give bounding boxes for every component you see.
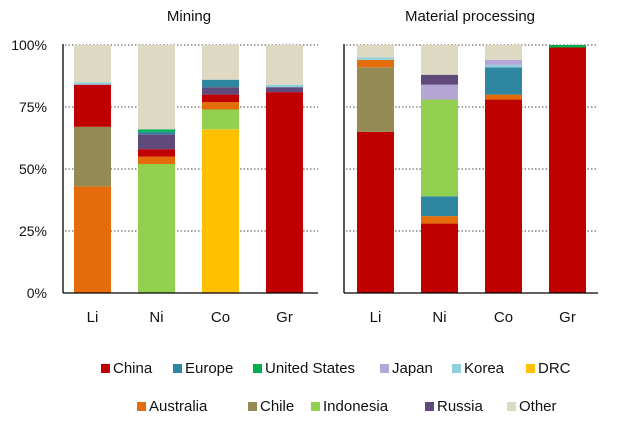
bar-segment-gr-united-states — [549, 45, 586, 48]
bar-segment-co-other — [202, 45, 239, 80]
legend-swatch — [248, 402, 257, 411]
bar-segment-gr-russia — [266, 87, 303, 93]
plots: 0% 25% 50% 75% 100% Li Ni Co Gr Li Ni Co Gr — [11, 37, 598, 326]
bar-segment-gr-korea — [266, 84, 303, 88]
bar-segment-li-other — [74, 45, 111, 83]
legend-swatch — [507, 402, 516, 411]
bar-segment-ni-united-states — [138, 129, 175, 132]
legend-label: Korea — [464, 360, 505, 377]
legend-item-europe: Europe — [173, 360, 233, 377]
legend-label: Indonesia — [323, 398, 389, 415]
x-tick-label: Gr — [276, 309, 293, 326]
legend-label: Russia — [437, 398, 484, 415]
bar-segment-co-indonesia — [202, 109, 239, 130]
y-tick-label: 50% — [19, 161, 47, 177]
legend-label: Japan — [392, 360, 433, 377]
legend-item-indonesia: Indonesia — [311, 398, 389, 415]
panel-mining: 0% 25% 50% 75% 100% Li Ni Co Gr — [11, 37, 318, 326]
legend-label: Australia — [149, 398, 208, 415]
bar-segment-co-europe — [202, 79, 239, 88]
panel-title-processing: Material processing — [405, 8, 535, 25]
x-tick-label: Co — [494, 309, 513, 326]
legend-swatch — [311, 402, 320, 411]
legend: China Europe United States Japan Korea DRC Aus… — [101, 360, 571, 415]
bar-segment-co-china — [485, 99, 522, 293]
legend-swatch — [137, 402, 146, 411]
bar-segment-ni-australia — [138, 156, 175, 165]
bar-segment-gr-china — [266, 92, 303, 294]
bar-segment-ni-japan — [421, 84, 458, 100]
bar-segment-li-china — [357, 131, 394, 293]
legend-swatch — [452, 364, 461, 373]
bar-segment-ni-other — [138, 45, 175, 130]
bar-segment-li-australia — [74, 186, 111, 293]
bar-segment-gr-china — [549, 47, 586, 294]
legend-item-chile: Chile — [248, 398, 294, 415]
bar-segment-ni-china — [138, 149, 175, 157]
x-tick-label: Gr — [559, 309, 576, 326]
legend-swatch — [380, 364, 389, 373]
legend-swatch — [526, 364, 535, 373]
legend-label: Other — [519, 398, 557, 415]
bar-segment-ni-russia — [421, 74, 458, 85]
legend-item-australia: Australia — [137, 398, 208, 415]
x-tick-label: Ni — [432, 309, 446, 326]
bar-segment-ni-china — [421, 223, 458, 293]
panel-title-mining: Mining — [167, 8, 211, 25]
bar-segment-co-europe — [485, 67, 522, 95]
bar-segment-li-chile — [74, 126, 111, 187]
bar-segment-ni-europe — [138, 131, 175, 135]
legend-label: China — [113, 360, 153, 377]
bar-segment-ni-europe — [421, 196, 458, 217]
y-tick-label: 25% — [19, 223, 47, 239]
bar-segment-li-chile — [357, 67, 394, 132]
bar-segment-co-korea — [485, 64, 522, 68]
bar-segment-ni-other — [421, 45, 458, 75]
legend-item-korea: Korea — [452, 360, 505, 377]
y-tick-label: 100% — [11, 37, 47, 53]
legend-swatch — [101, 364, 110, 373]
bar-segment-co-australia — [485, 94, 522, 100]
bar-segment-co-china — [202, 94, 239, 103]
legend-item-united-states: United States — [253, 360, 355, 377]
x-tick-label: Li — [370, 309, 382, 326]
bar-segment-li-korea — [357, 57, 394, 60]
x-tick-label: Li — [87, 309, 99, 326]
legend-item-china: China — [101, 360, 153, 377]
legend-swatch — [253, 364, 262, 373]
legend-item-other: Other — [507, 398, 557, 415]
legend-label: Europe — [185, 360, 233, 377]
legend-item-russia: Russia — [425, 398, 484, 415]
legend-label: Chile — [260, 398, 294, 415]
bar-segment-li-china — [74, 84, 111, 127]
legend-swatch — [425, 402, 434, 411]
legend-label: DRC — [538, 360, 571, 377]
bar-segment-li-korea — [74, 82, 111, 85]
bar-segment-ni-australia — [421, 216, 458, 224]
bar-segment-ni-indonesia — [138, 164, 175, 293]
bar-segment-co-japan — [485, 59, 522, 65]
bar-segment-co-australia — [202, 102, 239, 110]
bar-segment-li-australia — [357, 59, 394, 68]
bar-segment-ni-indonesia — [421, 99, 458, 197]
bar-segment-gr-other — [266, 45, 303, 85]
bar-segment-li-other — [357, 45, 394, 58]
bar-segment-ni-russia — [138, 134, 175, 150]
legend-item-drc: DRC — [526, 360, 571, 377]
legend-label: United States — [265, 360, 355, 377]
legend-swatch — [173, 364, 182, 373]
bar-segment-co-russia — [202, 87, 239, 95]
legend-item-japan: Japan — [380, 360, 433, 377]
bar-segment-co-drc — [202, 129, 239, 293]
x-tick-label: Ni — [149, 309, 163, 326]
x-tick-label: Co — [211, 309, 230, 326]
panel-material-processing: Li Ni Co Gr — [343, 44, 598, 326]
y-tick-label: 0% — [27, 285, 47, 301]
bar-segment-co-other — [485, 45, 522, 60]
y-tick-label: 75% — [19, 99, 47, 115]
